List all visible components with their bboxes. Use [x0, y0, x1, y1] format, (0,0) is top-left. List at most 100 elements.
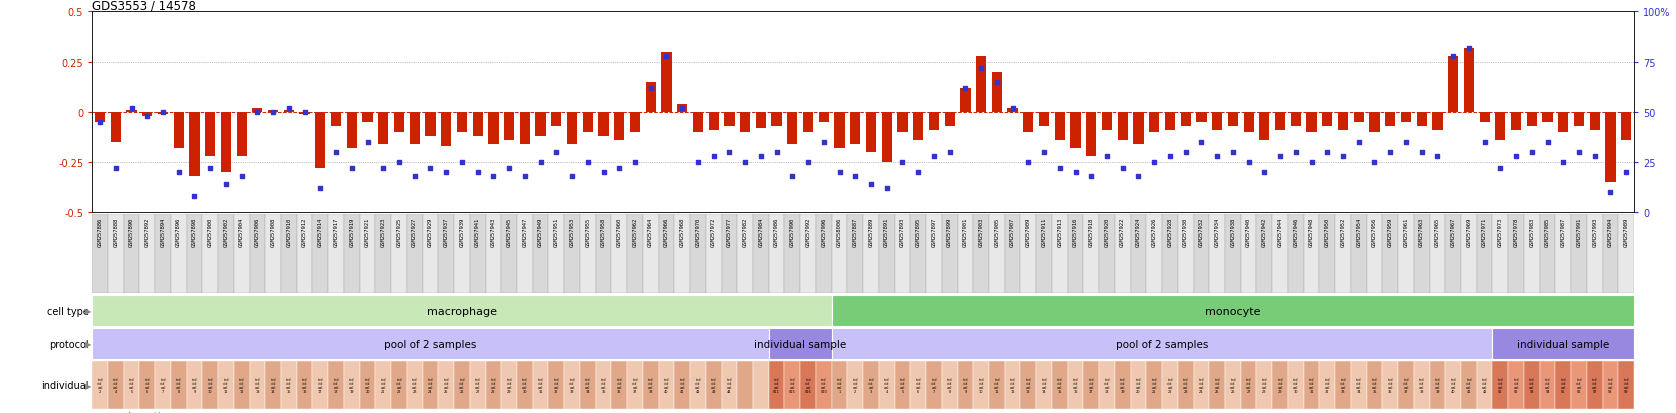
Bar: [831, 361, 848, 409]
Point: [117, 105, 144, 112]
Bar: [1523, 361, 1540, 409]
Bar: [236, 113, 246, 157]
Text: GSM257902: GSM257902: [223, 217, 228, 246]
Text: GSM257892: GSM257892: [144, 217, 149, 246]
Bar: [769, 328, 831, 359]
Text: GSM257903: GSM257903: [979, 217, 984, 246]
Bar: [895, 215, 910, 293]
Bar: [344, 361, 360, 409]
Bar: [171, 361, 186, 409]
Bar: [630, 113, 640, 133]
Text: ind
vid
ual
14: ind vid ual 14: [270, 377, 277, 393]
Text: GSM257913: GSM257913: [1058, 217, 1063, 246]
Bar: [1602, 215, 1619, 293]
Bar: [1099, 215, 1115, 293]
Bar: [960, 88, 970, 113]
Bar: [659, 215, 674, 293]
Bar: [1621, 113, 1631, 140]
Bar: [1101, 113, 1113, 131]
Bar: [1430, 361, 1445, 409]
Bar: [784, 361, 799, 409]
Bar: [942, 215, 957, 293]
Point: [1172, 149, 1198, 156]
Text: ind
vid
ual
33: ind vid ual 33: [1341, 377, 1346, 393]
Text: ind
vid
ual
17: ind vid ual 17: [317, 377, 323, 393]
Text: ind
vid
ual
43: ind vid ual 43: [711, 377, 716, 393]
Bar: [737, 361, 753, 409]
Text: GSM257967: GSM257967: [1451, 217, 1456, 246]
Bar: [662, 52, 672, 113]
Text: GSM257962: GSM257962: [632, 217, 637, 246]
Bar: [1336, 215, 1351, 293]
Bar: [1115, 361, 1131, 409]
Bar: [486, 215, 501, 293]
Text: ind
vid
ual
41: ind vid ual 41: [1466, 377, 1472, 393]
Point: [952, 85, 979, 92]
Text: ind
vid
ual
21: ind vid ual 21: [1151, 377, 1156, 393]
Bar: [469, 215, 486, 293]
Bar: [1257, 361, 1272, 409]
Point: [1314, 149, 1341, 156]
Text: ind
vid
ual
42: ind vid ual 42: [1482, 377, 1487, 393]
Point: [1282, 149, 1309, 156]
Point: [605, 165, 632, 172]
Bar: [312, 361, 328, 409]
Bar: [407, 215, 422, 293]
Bar: [171, 215, 186, 293]
Bar: [974, 361, 989, 409]
Text: ind
vid
ual
S4: ind vid ual S4: [1545, 377, 1550, 393]
Point: [1141, 159, 1168, 166]
Bar: [1240, 215, 1257, 293]
Text: GSM257996: GSM257996: [821, 217, 826, 246]
Text: ind
vid
ual
27: ind vid ual 27: [474, 377, 481, 393]
Bar: [942, 361, 957, 409]
Text: ind
vid
ual
20: ind vid ual 20: [1136, 377, 1141, 393]
Bar: [566, 113, 577, 145]
Bar: [1068, 361, 1083, 409]
Bar: [441, 113, 451, 147]
Bar: [189, 113, 199, 177]
Bar: [250, 215, 265, 293]
Bar: [1068, 215, 1083, 293]
Bar: [1477, 215, 1493, 293]
Point: [149, 109, 176, 116]
Bar: [1587, 361, 1602, 409]
Bar: [454, 361, 469, 409]
Text: GSM257993: GSM257993: [1592, 217, 1597, 246]
Text: GSM257947: GSM257947: [523, 217, 528, 246]
Bar: [1555, 215, 1570, 293]
Bar: [1306, 113, 1317, 133]
Bar: [799, 215, 816, 293]
Text: GSM257964: GSM257964: [649, 217, 654, 246]
Bar: [218, 361, 233, 409]
Text: GSM257965: GSM257965: [1435, 217, 1440, 246]
Bar: [1445, 215, 1461, 293]
Point: [1361, 159, 1388, 166]
Point: [196, 165, 223, 172]
Text: monocyte: monocyte: [1205, 306, 1260, 316]
Point: [1063, 169, 1089, 176]
Bar: [692, 113, 702, 133]
Bar: [1322, 113, 1332, 126]
Text: GSM257926: GSM257926: [1151, 217, 1156, 246]
Point: [811, 139, 838, 146]
Text: ind
vid
ual
38: ind vid ual 38: [649, 377, 654, 393]
Bar: [878, 361, 895, 409]
Bar: [139, 361, 156, 409]
Text: GSM257896: GSM257896: [176, 217, 181, 246]
Bar: [580, 215, 595, 293]
Text: ind
vid
ual
30: ind vid ual 30: [1294, 377, 1299, 393]
Text: GSM257891: GSM257891: [885, 217, 890, 246]
Bar: [504, 113, 515, 140]
Bar: [895, 361, 910, 409]
Text: ind
vid
ual
8: ind vid ual 8: [947, 377, 952, 393]
Bar: [469, 361, 486, 409]
Bar: [788, 113, 798, 145]
Bar: [426, 113, 436, 137]
Point: [370, 165, 397, 172]
Text: GSM257929: GSM257929: [427, 217, 432, 246]
Text: GSM257978: GSM257978: [1513, 217, 1518, 246]
Text: GSM257912: GSM257912: [302, 217, 307, 246]
Bar: [1304, 361, 1319, 409]
Bar: [882, 113, 892, 163]
